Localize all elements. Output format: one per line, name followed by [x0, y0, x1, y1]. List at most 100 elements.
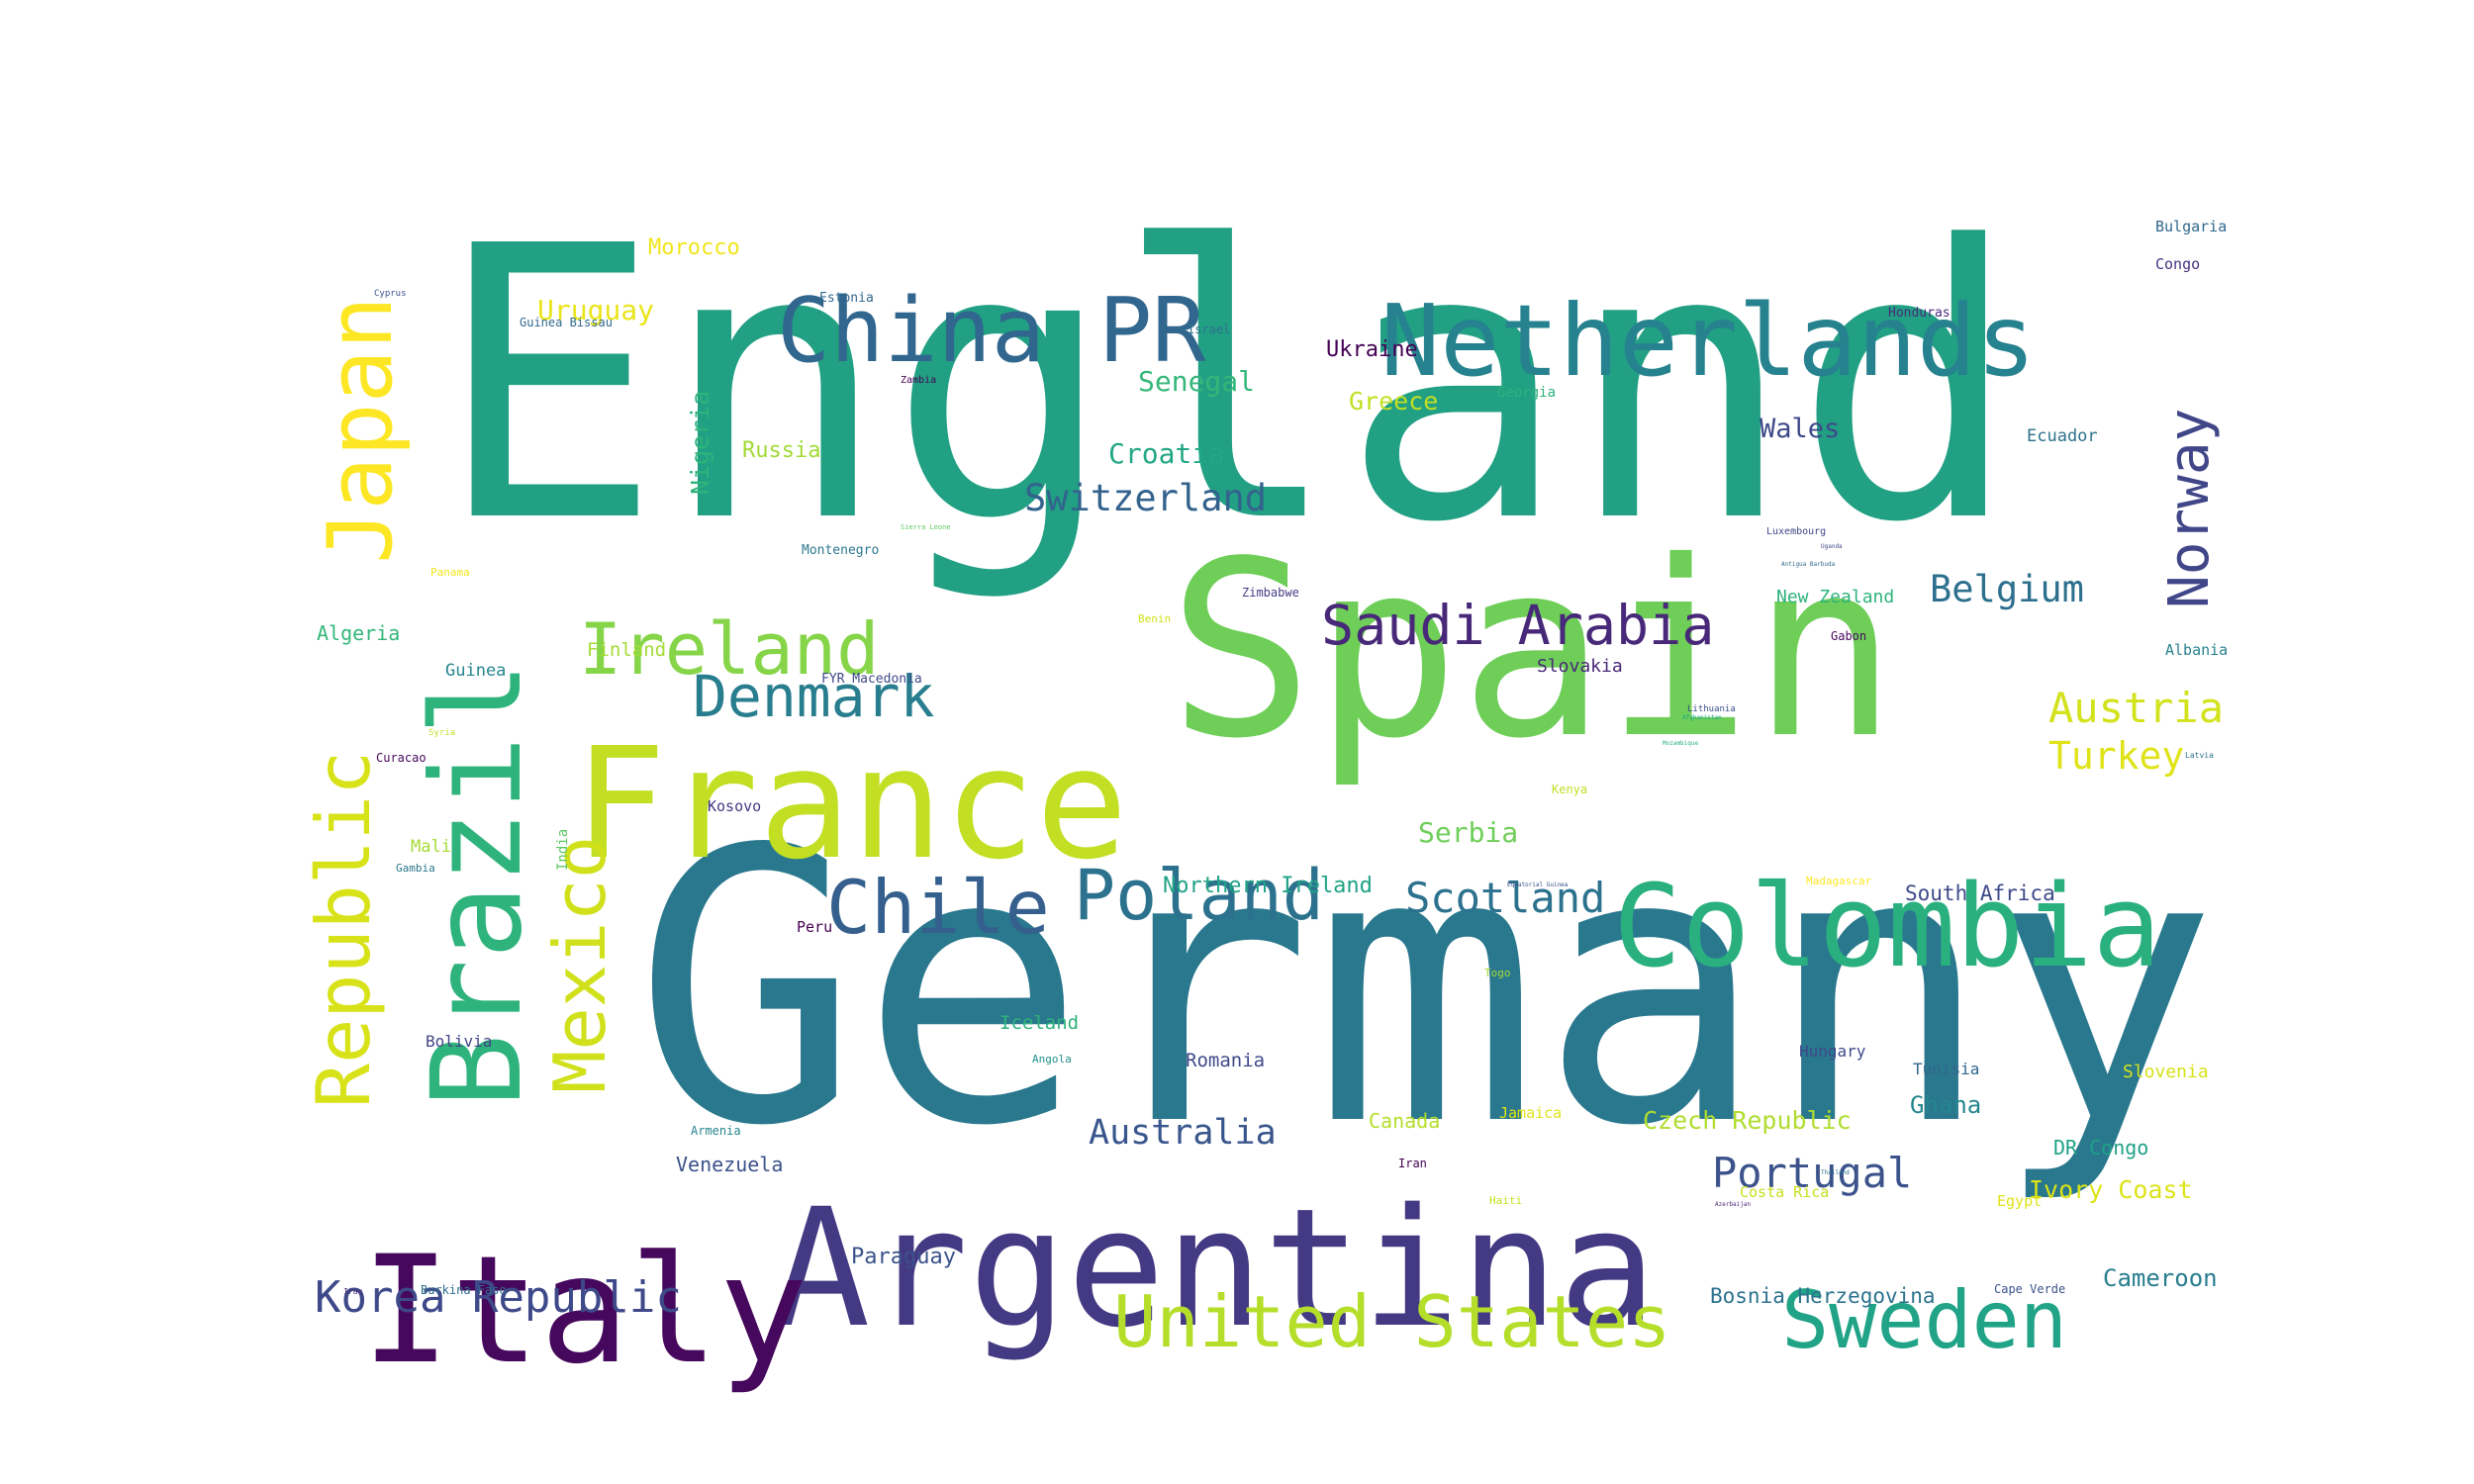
word-jamaica: Jamaica [1499, 1104, 1563, 1122]
word-portugal: Portugal [1712, 1149, 1913, 1197]
word-tunisia: Tunisia [1913, 1060, 1980, 1078]
word-republic: Republic [300, 750, 387, 1108]
word-thailand: Thailand [1821, 1169, 1850, 1176]
word-uruguay: Uruguay [537, 294, 655, 326]
word-egypt: Egypt [1997, 1192, 2043, 1210]
word-haiti: Haiti [1489, 1194, 1523, 1207]
word-montenegro: Montenegro [802, 543, 880, 558]
word-chile: Chile [826, 864, 1050, 951]
word-denmark: Denmark [693, 663, 935, 730]
word-lithuania: Lithuania [1687, 704, 1736, 714]
word-germany: Germany [633, 770, 2219, 1208]
word-ecuador: Ecuador [2027, 426, 2098, 446]
word-guinea: Guinea [445, 661, 507, 681]
word-syria: Syria [428, 728, 456, 738]
word-sierra-leone: Sierra Leone [901, 523, 951, 531]
word-northern-ireland: Northern Ireland [1163, 874, 1373, 898]
word-algeria: Algeria [317, 621, 401, 645]
word-australia: Australia [1089, 1113, 1277, 1153]
word-india: India [555, 828, 571, 871]
word-panama: Panama [430, 566, 470, 579]
word-venezuela: Venezuela [676, 1153, 784, 1176]
word-ghana: Ghana [1910, 1091, 1982, 1119]
word-israel: Israel [1188, 323, 1231, 336]
word-bosnia-herzegovina: Bosnia Herzegovina [1710, 1284, 1936, 1308]
word-azerbaijan: Azerbaijan [1715, 1201, 1752, 1208]
word-hungary: Hungary [1799, 1042, 1866, 1061]
word-china-pr: China PR [777, 279, 1206, 383]
word-slovenia: Slovenia [2123, 1062, 2209, 1082]
word-benin: Benin [1138, 612, 1172, 625]
word-bolivia: Bolivia [426, 1032, 493, 1051]
word-latvia: Latvia [2185, 751, 2214, 760]
word-ukraine: Ukraine [1326, 337, 1418, 362]
word-canada: Canada [1369, 1109, 1441, 1133]
word-turkey: Turkey [2048, 734, 2185, 778]
word-senegal: Senegal [1138, 365, 1256, 398]
word-iran: Iran [1398, 1157, 1427, 1170]
word-sweden: Sweden [1781, 1274, 2067, 1366]
word-france: France [574, 714, 1128, 893]
word-dr-congo: DR Congo [2053, 1136, 2149, 1159]
word-kosovo: Kosovo [708, 797, 762, 815]
word-saudi-arabia: Saudi Arabia [1321, 594, 1715, 657]
word-greece: Greece [1349, 387, 1439, 416]
word-equatorial-guinea: Equatorial Guinea [1507, 881, 1569, 888]
word-estonia: Estonia [819, 291, 874, 306]
word-norway: Norway [2157, 408, 2222, 608]
word-austria: Austria [2048, 684, 2225, 732]
word-new-zealand: New Zealand [1776, 587, 1895, 607]
word-honduras: Honduras [1888, 306, 1951, 321]
word-iceland: Iceland [999, 1012, 1080, 1034]
word-czech-republic: Czech Republic [1643, 1106, 1852, 1135]
word-togo: Togo [1484, 967, 1511, 979]
word-netherlands: Netherlands [1380, 283, 2037, 399]
word-mozambique: Mozambique [1663, 740, 1699, 747]
word-gabon: Gabon [1831, 629, 1867, 643]
word-albania: Albania [2165, 641, 2229, 659]
word-switzerland: Switzerland [1024, 477, 1268, 519]
word-congo: Congo [2155, 255, 2201, 273]
word-korea-republic: Korea Republic [315, 1272, 682, 1323]
word-cyprus: Cyprus [374, 289, 407, 299]
word-luxembourg: Luxembourg [1766, 526, 1827, 537]
word-fyr-macedonia: FYR Macedonia [821, 672, 922, 687]
word-finland: Finland [587, 639, 667, 661]
word-united-states: United States [1113, 1280, 1671, 1363]
word-italy: Italy [361, 1225, 809, 1397]
word-ivory-coast: Ivory Coast [2029, 1175, 2193, 1204]
word-spain: Spain [1168, 510, 1898, 791]
word-guinea-bissau: Guinea Bissau [520, 316, 613, 329]
word-afghanistan: Afghanistan [1682, 714, 1722, 721]
word-poland: Poland [1074, 855, 1324, 936]
word-england: England [435, 166, 2021, 604]
word-paraguay: Paraguay [851, 1245, 956, 1269]
word-mali: Mali [411, 837, 451, 857]
word-serbia: Serbia [1418, 816, 1519, 849]
word-zimbabwe: Zimbabwe [1242, 586, 1299, 600]
word-uganda: Uganda [1821, 543, 1843, 550]
word-georgia: Georgia [1497, 385, 1557, 401]
word-colombia: Colombia [1613, 861, 2161, 993]
word-antigua-barbuda: Antigua Barbuda [1781, 561, 1836, 568]
word-madagascar: Madagascar [1806, 875, 1872, 887]
word-wales: Wales [1760, 414, 1841, 444]
word-nigeria: Nigeria [686, 390, 714, 495]
word-armenia: Armenia [691, 1124, 741, 1138]
word-croatia: Croatia [1108, 437, 1226, 470]
word-russia: Russia [742, 438, 821, 463]
word-iraq: Iraq [343, 1287, 363, 1296]
word-argentina: Argentina [772, 1173, 1658, 1363]
word-zambia: Zambia [901, 375, 937, 386]
word-morocco: Morocco [648, 235, 740, 260]
word-burkina-faso: Burkina Faso [421, 1283, 507, 1297]
word-slovakia: Slovakia [1537, 656, 1623, 677]
word-peru: Peru [797, 918, 833, 936]
word-gambia: Gambia [396, 862, 435, 875]
word-scotland: Scotland [1405, 874, 1606, 922]
word-ireland: Ireland [579, 607, 880, 691]
word-angola: Angola [1032, 1053, 1072, 1066]
word-cameroon: Cameroon [2103, 1264, 2218, 1292]
word-japan: Japan [309, 296, 413, 564]
